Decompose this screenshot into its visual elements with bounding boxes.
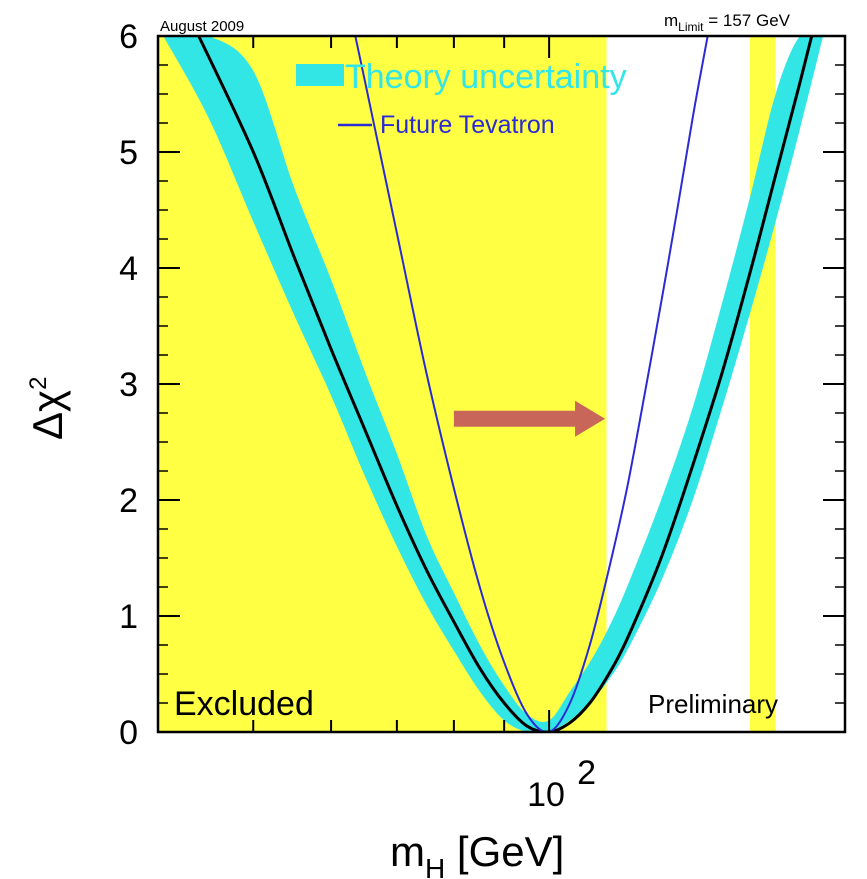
m-limit-label: mLimit = 157 GeV bbox=[664, 11, 791, 34]
y-axis-title-superscript: 2 bbox=[25, 377, 52, 390]
x-axis-title-suffix: [GeV] bbox=[445, 828, 564, 875]
legend-swatch-theory-band bbox=[296, 64, 344, 86]
legend-label-future-tevatron: Future Tevatron bbox=[380, 111, 555, 139]
m-limit-subscript: Limit bbox=[678, 20, 704, 34]
x-tick-label-base: 10 bbox=[527, 776, 565, 814]
date-note: August 2009 bbox=[160, 18, 244, 35]
x-axis-title-subscript: H bbox=[425, 853, 445, 879]
legend: Theory uncertainty Future Tevatron bbox=[296, 58, 627, 139]
excluded-label: Excluded bbox=[174, 685, 314, 723]
y-tick-label: 5 bbox=[119, 134, 138, 172]
y-tick-label: 0 bbox=[119, 714, 138, 752]
series-line-current-fit bbox=[197, 36, 814, 732]
axis-ticks: 0 1 2 3 4 5 6 bbox=[119, 18, 846, 752]
legend-label-theory: Theory uncertainty bbox=[345, 58, 627, 96]
annotation-arrow-1 bbox=[453, 400, 606, 437]
y-tick-label: 2 bbox=[119, 482, 138, 520]
x-tick-label-exponent: 2 bbox=[577, 754, 596, 792]
y-tick-label: 6 bbox=[119, 18, 138, 56]
theory-uncertainty-band bbox=[163, 36, 824, 732]
y-tick-label: 4 bbox=[119, 250, 138, 288]
y-tick-label: 1 bbox=[119, 598, 138, 636]
y-axis-title: Δχ2 bbox=[24, 377, 71, 440]
series-lines-layer bbox=[197, 36, 814, 732]
series-line-future-tevatron bbox=[354, 36, 709, 732]
theory-band-layer bbox=[163, 36, 824, 732]
m-limit-prefix: m bbox=[664, 11, 678, 30]
y-tick-label: 3 bbox=[119, 366, 138, 404]
x-axis-title: mH [GeV] bbox=[390, 828, 564, 879]
annotation-layer bbox=[453, 400, 606, 437]
m-limit-suffix: = 157 GeV bbox=[704, 11, 791, 30]
y-axis-title-main: Δχ bbox=[24, 390, 71, 440]
preliminary-label: Preliminary bbox=[648, 689, 778, 719]
x-axis-title-main: m bbox=[390, 828, 425, 875]
